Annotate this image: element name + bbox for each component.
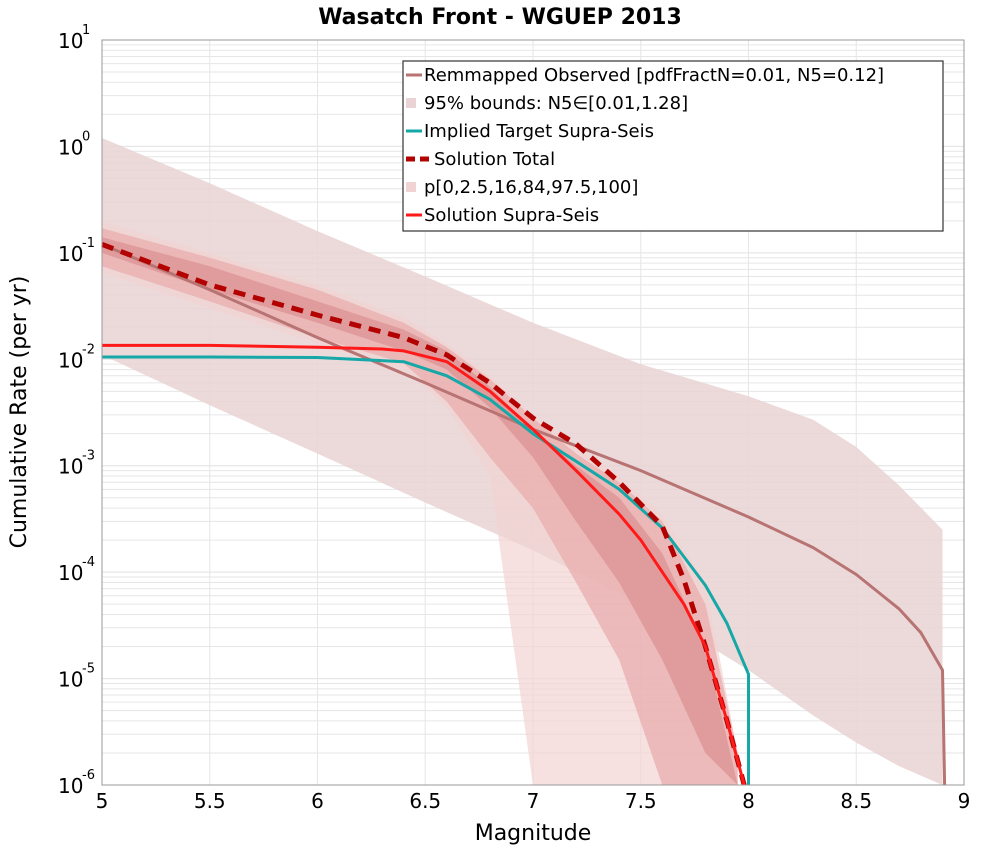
x-tick-label: 8.5 (840, 789, 872, 813)
x-axis-label: Magnitude (475, 821, 592, 846)
legend-swatch (406, 98, 416, 108)
y-tick-exponent: 1 (82, 23, 90, 38)
y-tick-label: 10 (58, 348, 83, 372)
x-tick-label: 7 (527, 789, 540, 813)
legend: Remmapped Observed [pdfFractN=0.01, N5=0… (402, 60, 944, 232)
y-tick-label: 10 (58, 668, 83, 692)
y-tick-label: 10 (58, 242, 83, 266)
y-tick-exponent: -4 (82, 555, 95, 570)
legend-label: Solution Total (434, 149, 555, 170)
x-tick-label: 6 (311, 789, 324, 813)
y-tick-exponent: -3 (82, 449, 95, 464)
y-tick-exponent: -5 (82, 662, 95, 677)
y-tick-label: 10 (58, 774, 83, 798)
band-p16-84 (102, 237, 738, 786)
legend-label: Solution Supra-Seis (424, 205, 599, 226)
y-axis-label: Cumulative Rate (per yr) (7, 276, 32, 549)
implied-target-line (102, 355, 750, 785)
legend-label: p[0,2.5,16,84,97.5,100] (424, 177, 638, 198)
plot-frame (101, 39, 965, 786)
y-tick-label: 10 (58, 135, 83, 159)
y-tick-label: 10 (58, 561, 83, 585)
y-tick-exponent: -1 (82, 236, 95, 251)
y-tick-exponent: -2 (82, 342, 95, 357)
legend-label: 95% bounds: N5∈[0.01,1.28] (424, 93, 688, 114)
solution-supra-line (102, 343, 746, 786)
chart-title: Wasatch Front - WGUEP 2013 (318, 5, 682, 30)
solution-total-line (101, 242, 747, 786)
x-tick-label: 7.5 (625, 789, 657, 813)
observed-line (101, 243, 947, 786)
y-tick-label: 10 (58, 29, 83, 53)
y-tick-label: 10 (58, 455, 83, 479)
y-tick-exponent: -6 (82, 768, 95, 783)
x-tick-label: 5 (96, 789, 109, 813)
x-tick-label: 9 (958, 789, 971, 813)
x-tick-label: 5.5 (194, 789, 226, 813)
band-p0-100 (102, 220, 738, 786)
series-lines (101, 242, 947, 786)
legend-box (402, 60, 944, 232)
legend-label: Remmapped Observed [pdfFractN=0.01, N5=0… (424, 65, 884, 86)
x-tick-label: 6.5 (409, 789, 441, 813)
legend-swatch (406, 182, 416, 192)
legend-label: Implied Target Supra-Seis (424, 121, 654, 142)
x-axis-ticks: 5 5.5 6 6.5 7 7.5 8 8.5 9 (96, 789, 971, 813)
y-tick-exponent: 0 (82, 129, 90, 144)
x-tick-label: 8 (742, 789, 755, 813)
